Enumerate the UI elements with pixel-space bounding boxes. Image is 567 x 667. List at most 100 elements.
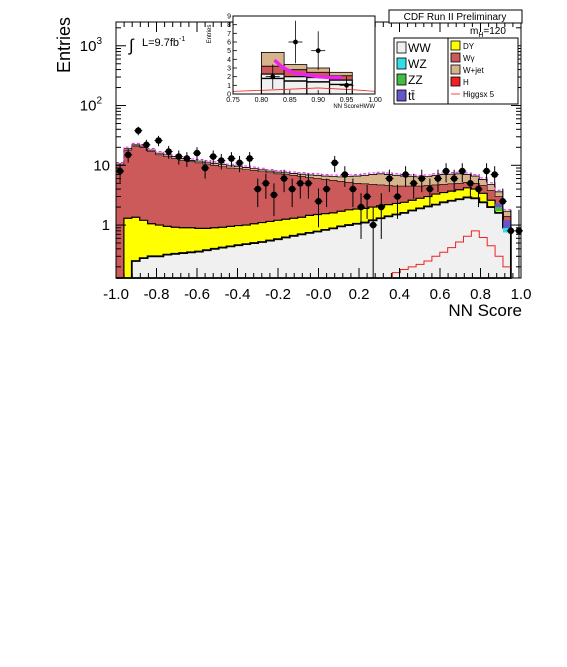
main-plot-areas xyxy=(115,142,512,279)
legend-items: WW WZ ZZ tt̄ DY Wγ W+jet H Higgsx 5 xyxy=(396,40,495,103)
data-point xyxy=(296,179,304,187)
legend-label-3: tt̄ xyxy=(408,89,415,103)
legend-label-4: DY xyxy=(463,42,475,51)
data-point xyxy=(357,203,365,211)
data-point xyxy=(515,227,523,235)
inset-y-tick-label: 8 xyxy=(227,22,231,29)
inset-data-point xyxy=(270,74,276,80)
inset-frame xyxy=(232,15,376,95)
data-point xyxy=(377,203,385,211)
data-point xyxy=(254,185,262,193)
inset-y-tick-label: 5 xyxy=(227,48,231,55)
legend-label-0: WW xyxy=(408,41,431,55)
x-tick-label: 0.6 xyxy=(430,286,451,303)
legend-label-1: WZ xyxy=(408,57,427,71)
inset-y-tick-label: 6 xyxy=(227,40,231,47)
inset-y-tick-label: 4 xyxy=(227,57,231,64)
lumi-integral-symbol: ∫ xyxy=(128,36,135,55)
data-point xyxy=(491,171,498,178)
legend-swatch-3 xyxy=(396,89,407,102)
legend-swatch-7 xyxy=(450,76,461,87)
inset-data-point xyxy=(344,82,349,88)
y-tick-label: 10 xyxy=(93,157,110,174)
legend-label-5: Wγ xyxy=(463,54,475,63)
y-tick-label: 1 xyxy=(102,217,110,234)
y-tick-label: 103 xyxy=(80,36,103,55)
legend-swatch-1 xyxy=(396,57,407,70)
data-point xyxy=(349,185,357,193)
inset-plot: 0.75 0.80 0.85 0.90 0.95 1.00 0 1 23 4 56 7 89 Entri… xyxy=(207,14,382,111)
data-point xyxy=(418,175,426,182)
inset-y-tick-label: 0 xyxy=(227,92,231,99)
data-point xyxy=(143,141,150,149)
data-point xyxy=(193,149,201,157)
data-point xyxy=(246,155,253,162)
inset-ww-bin xyxy=(283,76,308,95)
x-tick-label: 1.0 xyxy=(511,286,532,303)
x-tick-label: -1.0 xyxy=(103,286,129,303)
data-point xyxy=(175,153,183,160)
legend-label-7: H xyxy=(463,78,469,87)
inset-y-tick-label: 1 xyxy=(227,83,231,90)
data-point xyxy=(155,137,162,144)
data-point xyxy=(467,179,474,187)
wz-sliver xyxy=(502,227,511,233)
data-point xyxy=(450,175,458,182)
x-tick-label: 0.4 xyxy=(389,286,410,303)
data-point xyxy=(483,167,490,175)
inset-y-tick-label: 2 xyxy=(227,74,231,81)
data-point xyxy=(507,227,515,235)
data-point xyxy=(341,171,349,178)
legend-swatch-4 xyxy=(450,40,461,51)
main-data-points xyxy=(116,126,523,278)
title-box: CDF Run II Preliminary xyxy=(388,9,523,24)
inset-y-tick-label: 7 xyxy=(227,31,231,38)
data-point xyxy=(201,164,209,172)
inset-data-points xyxy=(265,20,354,94)
inset-y-axis-label: Entries xyxy=(207,25,213,44)
x-tick-label: -0.6 xyxy=(184,286,210,303)
data-point xyxy=(394,193,401,200)
data-point xyxy=(499,197,507,205)
title-box-frame xyxy=(388,9,523,24)
zz-sliver xyxy=(495,207,503,212)
legend-label-6: W+jet xyxy=(463,66,484,75)
lumi-label: L=9.7fb-1 xyxy=(142,36,185,49)
data-point xyxy=(315,197,322,205)
inset-y-tick-label: 9 xyxy=(227,14,231,21)
ttbar-sliver-2 xyxy=(495,203,503,210)
x-tick-label: -0.4 xyxy=(225,286,251,303)
data-point xyxy=(280,175,288,182)
data-point xyxy=(134,127,142,134)
y-tick-label: 102 xyxy=(80,96,103,115)
data-point xyxy=(475,185,482,193)
inset-wjet-bin xyxy=(329,71,353,77)
data-point xyxy=(458,167,466,175)
data-point xyxy=(434,175,442,182)
higgs-mass-label: mH=120 xyxy=(470,26,506,39)
inset-x-tick-label: 1.00 xyxy=(368,97,382,104)
legend: WW WZ ZZ tt̄ DY Wγ W+jet H Higgsx 5 xyxy=(393,37,519,105)
main-y-axis-label: Entries xyxy=(54,17,74,73)
inset-x-tick-label: 0.95 xyxy=(340,97,354,104)
inset-ww-bin xyxy=(328,79,353,95)
inset-x-tick-label: 0.75 xyxy=(226,97,240,104)
data-point xyxy=(402,171,409,178)
ttbar-sliver xyxy=(502,220,511,228)
inset-data-point xyxy=(293,39,298,45)
data-point xyxy=(116,167,124,175)
chart-title: CDF Run II Preliminary xyxy=(404,12,507,23)
data-point xyxy=(305,179,312,187)
data-point xyxy=(323,185,330,193)
inset-y-tick-label: 3 xyxy=(227,66,231,73)
x-tick-label: -0.0 xyxy=(306,286,332,303)
legend-swatch-6 xyxy=(450,64,461,75)
legend-swatch-0 xyxy=(396,41,407,54)
data-point xyxy=(165,148,172,155)
inset-higgs-line xyxy=(232,87,376,92)
inset-ticks: 0.75 0.80 0.85 0.90 0.95 1.00 0 1 23 4 56 7 89 xyxy=(226,14,382,105)
legend-swatch-5 xyxy=(450,52,461,63)
data-point xyxy=(363,193,371,200)
inset-x-tick-label: 0.90 xyxy=(311,97,325,104)
